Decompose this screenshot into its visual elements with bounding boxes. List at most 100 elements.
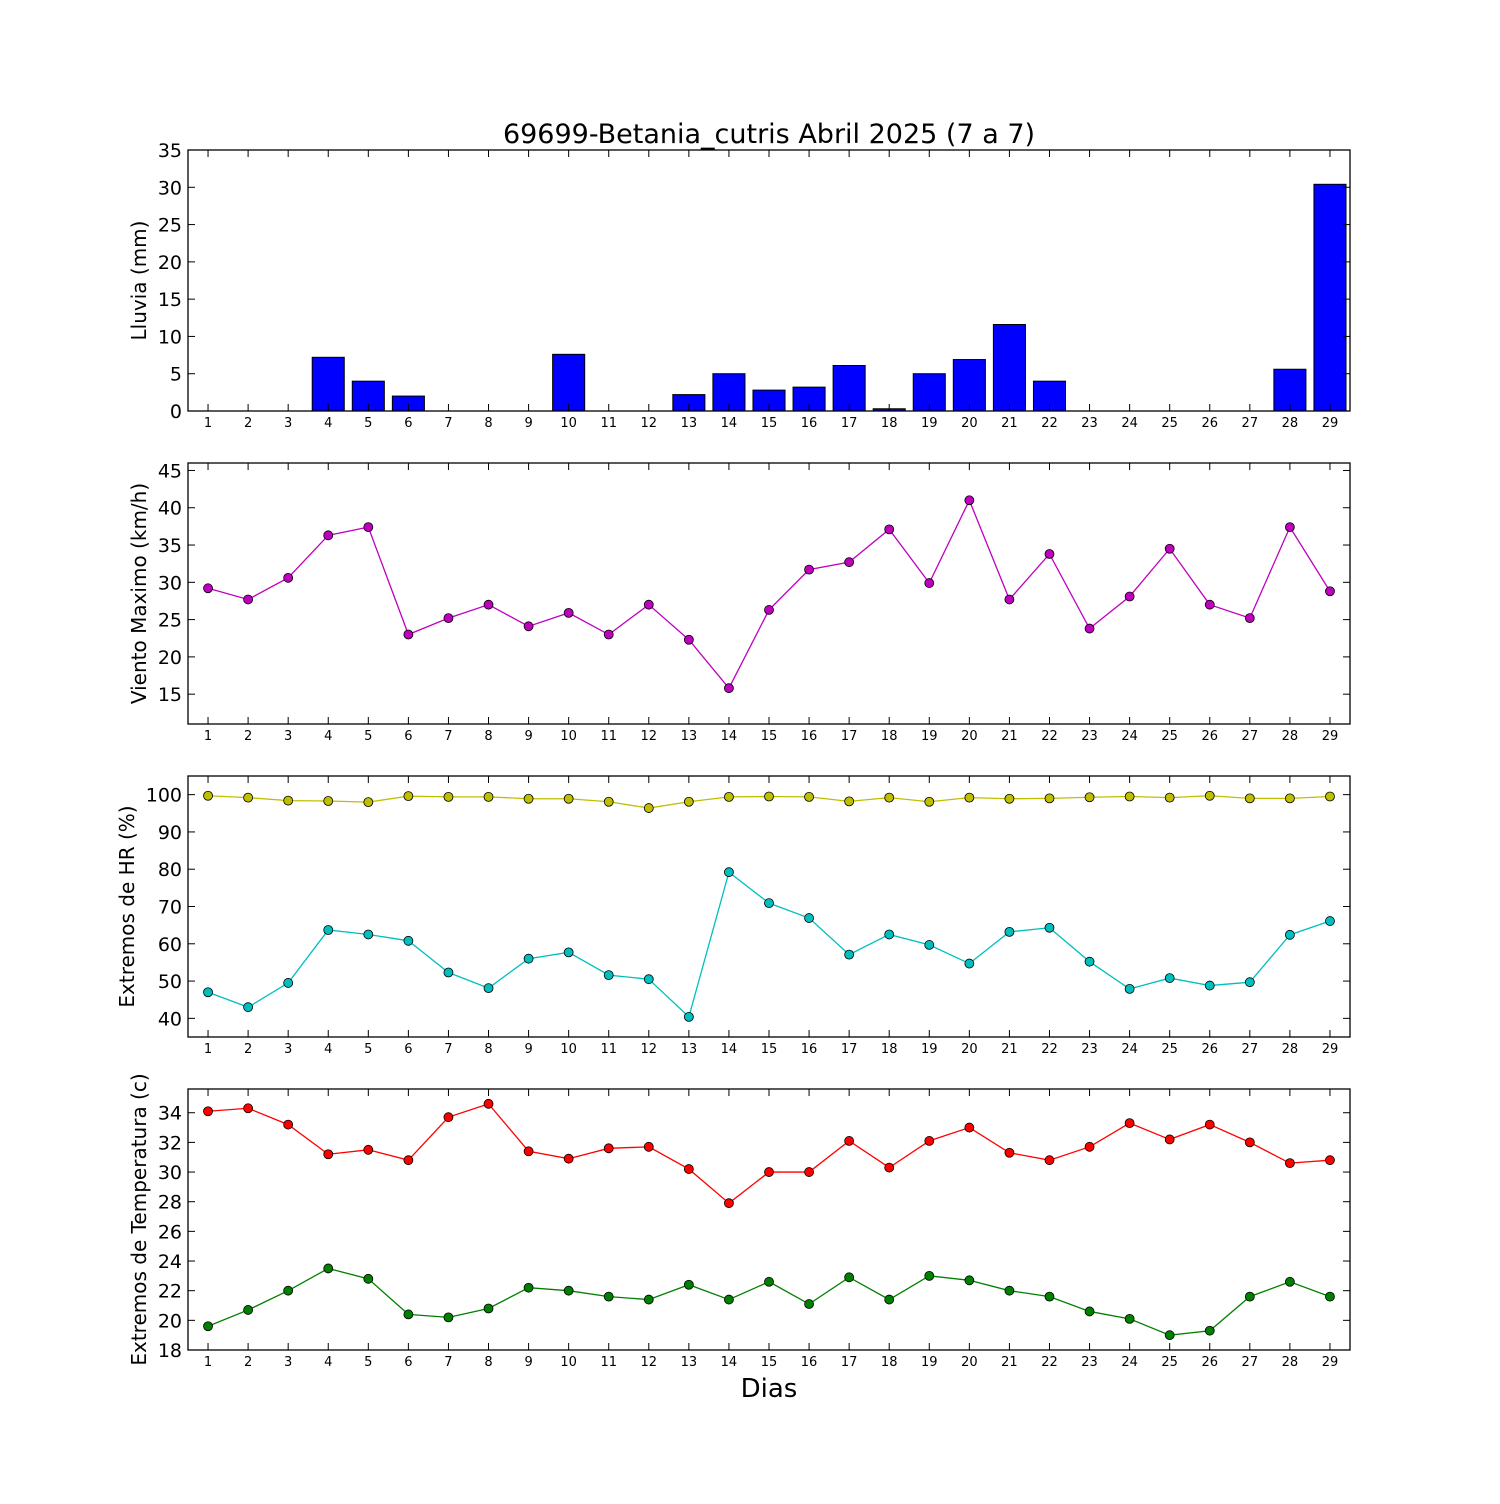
bar-day-20	[952, 359, 986, 412]
x-tick-label: 29	[1322, 1042, 1339, 1057]
x-tick-label: 26	[1201, 1042, 1218, 1057]
y-tick-label: 30	[158, 1162, 182, 1184]
point-series-1-day-12	[643, 1141, 654, 1152]
point-series-2-day-8	[483, 1303, 494, 1314]
point-series-2-day-26	[1204, 980, 1215, 991]
point-series-1-day-18	[884, 524, 895, 535]
point-series-1-day-29	[1325, 586, 1335, 597]
x-tick-label: 7	[444, 729, 452, 744]
point-series-2-day-7	[443, 1312, 454, 1323]
plot-area	[188, 1089, 1350, 1350]
point-series-2-day-20	[964, 1275, 975, 1286]
point-series-2-day-29	[1325, 1291, 1335, 1302]
y-tick-label: 70	[158, 897, 182, 919]
point-series-2-day-16	[804, 913, 814, 923]
x-tick-label: 21	[1001, 416, 1018, 431]
point-series-1-day-13	[683, 796, 694, 807]
x-tick-label: 22	[1041, 416, 1058, 431]
point-series-1-day-18	[884, 792, 895, 803]
point-series-2-day-25	[1164, 1330, 1175, 1341]
point-series-2-day-24	[1124, 1313, 1135, 1324]
point-series-2-day-2	[243, 1305, 254, 1315]
x-tick-label: 12	[641, 729, 658, 744]
x-tick-label: 18	[881, 729, 898, 744]
point-series-1-day-10	[563, 1153, 574, 1164]
x-tick-label: 17	[841, 416, 858, 431]
x-tick-label: 23	[1081, 416, 1098, 431]
x-tick-label: 5	[364, 416, 372, 431]
x-tick-label: 17	[841, 729, 858, 744]
point-series-2-day-5	[363, 1273, 374, 1284]
point-series-1-day-9	[523, 793, 534, 804]
point-series-2-day-1	[203, 1321, 213, 1332]
point-series-1-day-11	[603, 1143, 614, 1154]
x-tick-label: 2	[244, 416, 252, 431]
x-tick-label: 18	[881, 416, 898, 431]
point-series-1-day-27	[1244, 793, 1255, 804]
y-tick-label: 30	[158, 572, 182, 594]
point-series-2-day-28	[1284, 1276, 1295, 1287]
x-tick-label: 9	[524, 1042, 532, 1057]
x-tick-label: 23	[1081, 729, 1098, 744]
point-series-1-day-14	[724, 1198, 734, 1209]
point-series-2-day-7	[443, 967, 454, 978]
y-tick-label: 50	[158, 971, 182, 993]
point-series-2-day-20	[964, 958, 975, 969]
point-series-1-day-26	[1204, 790, 1215, 801]
x-tick-label: 23	[1081, 1042, 1098, 1057]
x-tick-label: 13	[681, 1042, 698, 1057]
point-series-2-day-14	[724, 1294, 734, 1305]
x-tick-label: 7	[444, 1355, 452, 1370]
x-tick-label: 27	[1242, 1042, 1259, 1057]
x-tick-label: 10	[560, 1355, 577, 1370]
point-series-1-day-24	[1124, 1118, 1135, 1129]
point-series-1-day-21	[1004, 793, 1015, 804]
x-tick-label: 15	[761, 729, 778, 744]
y-tick-label: 32	[158, 1132, 182, 1154]
x-tick-label: 12	[641, 1042, 658, 1057]
point-series-1-day-2	[243, 792, 254, 803]
y-axis-label: Extremos de HR (%)	[115, 805, 139, 1007]
y-tick-label: 10	[158, 326, 182, 348]
x-tick-label: 18	[881, 1355, 898, 1370]
x-tick-label: 22	[1041, 1355, 1058, 1370]
x-tick-label: 2	[244, 729, 252, 744]
point-series-2-day-8	[483, 983, 494, 994]
point-series-1-day-11	[603, 796, 614, 807]
y-tick-label: 60	[158, 934, 182, 956]
x-tick-label: 23	[1081, 1355, 1098, 1370]
point-series-2-day-28	[1284, 929, 1295, 940]
x-tick-label: 26	[1201, 729, 1218, 744]
x-tick-label: 19	[921, 1355, 938, 1370]
x-tick-label: 14	[721, 1042, 738, 1057]
point-series-2-day-23	[1084, 956, 1095, 967]
x-tick-label: 15	[761, 1355, 778, 1370]
x-tick-label: 9	[524, 729, 532, 744]
point-series-1-day-24	[1124, 591, 1135, 602]
point-series-1-day-2	[243, 594, 254, 605]
y-tick-label: 35	[158, 535, 182, 557]
bar-day-10	[552, 353, 586, 412]
y-tick-label: 40	[158, 1008, 182, 1030]
point-series-1-day-24	[1124, 791, 1135, 802]
x-tick-label: 2	[244, 1042, 252, 1057]
y-tick-label: 30	[158, 177, 182, 199]
point-series-1-day-26	[1204, 1119, 1215, 1130]
point-series-2-day-21	[1004, 926, 1015, 937]
point-series-2-day-22	[1044, 922, 1055, 933]
point-series-1-day-20	[964, 792, 975, 803]
x-tick-label: 28	[1282, 416, 1299, 431]
point-series-1-day-15	[764, 791, 774, 802]
point-series-2-day-21	[1004, 1285, 1015, 1296]
x-tick-label: 17	[841, 1355, 858, 1370]
point-series-1-day-8	[483, 599, 494, 610]
plot-frame	[187, 462, 1351, 725]
point-series-2-day-12	[643, 974, 654, 985]
y-tick-label: 35	[158, 140, 182, 162]
y-tick-label: 0	[170, 401, 182, 423]
point-series-1-day-27	[1244, 613, 1255, 624]
point-series-1-day-7	[443, 791, 454, 802]
chart-title: 69699-Betania_cutris Abril 2025 (7 a 7)	[503, 119, 1035, 150]
x-tick-label: 22	[1041, 1042, 1058, 1057]
x-tick-label: 1	[204, 1355, 212, 1370]
